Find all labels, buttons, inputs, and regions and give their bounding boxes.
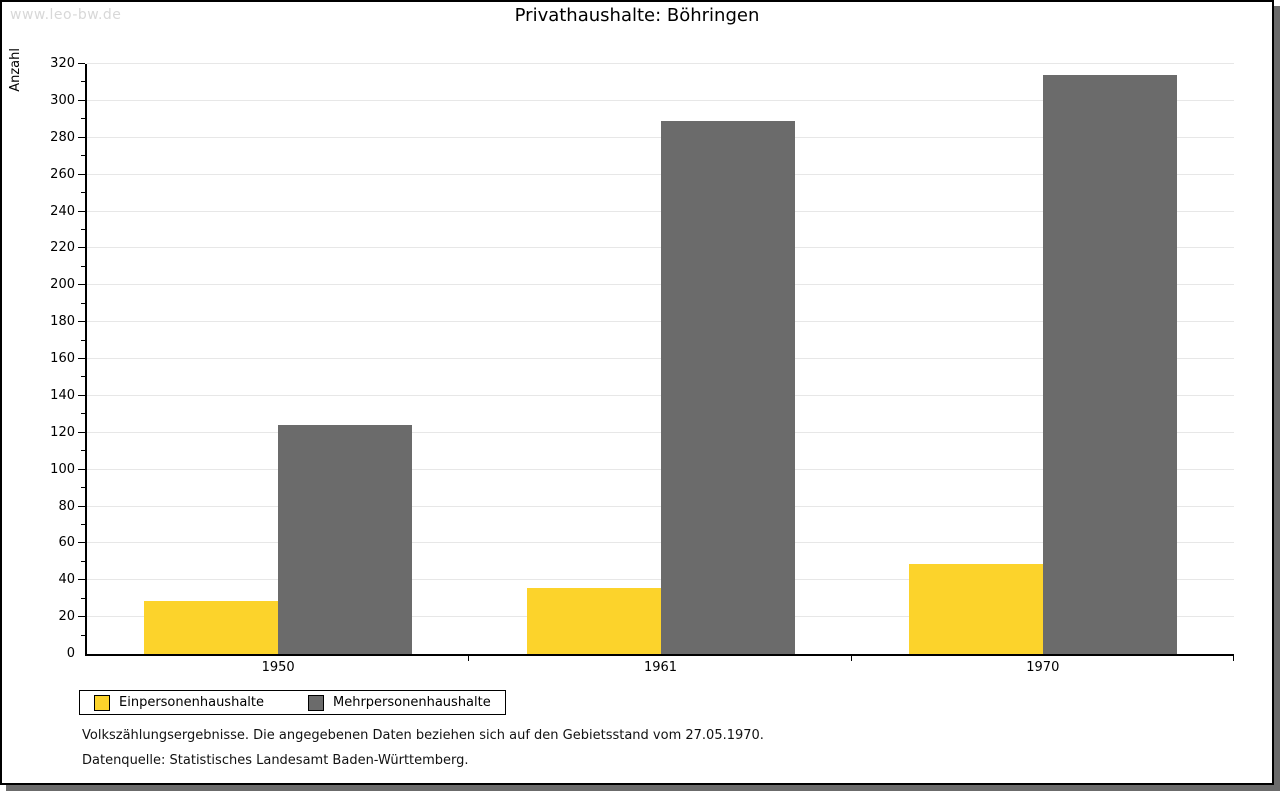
bar-einpersonenhaushalte-1950	[144, 600, 279, 654]
y-tick-140	[78, 394, 85, 396]
y-minor-tick-70	[81, 523, 85, 525]
y-tick-160	[78, 358, 85, 359]
y-tick-120	[78, 431, 85, 433]
y-tick-label-240: 240	[50, 203, 75, 219]
y-tick-label-200: 200	[50, 277, 75, 293]
legend-item-mehrpersonenhaushalte: Mehrpersonenhaushalte	[308, 694, 491, 711]
y-minor-tick-130	[81, 413, 85, 415]
x-axis-line	[85, 654, 1234, 656]
y-minor-tick-290	[81, 118, 85, 120]
gridline-320	[87, 63, 1234, 64]
y-tick-300	[78, 99, 85, 101]
y-tick-label-140: 140	[50, 387, 75, 403]
x-boundary-tick-1	[468, 656, 470, 661]
y-tick-label-320: 320	[50, 56, 75, 71]
y-minor-tick-250	[81, 192, 85, 194]
legend-item-einpersonenhaushalte: Einpersonenhaushalte	[94, 694, 264, 711]
y-tick-80	[78, 505, 85, 507]
y-tick-label-100: 100	[50, 461, 75, 477]
y-minor-tick-10	[81, 634, 85, 636]
footnote-census-note: Volkszählungsergebnisse. Die angegebenen…	[82, 728, 764, 743]
x-category-label-1970: 1970	[1026, 660, 1060, 675]
y-minor-tick-110	[81, 450, 85, 452]
legend-swatch-mehrpersonenhaushalte	[308, 694, 324, 711]
y-tick-220	[78, 247, 85, 249]
bar-einpersonenhaushalte-1961	[526, 587, 661, 654]
y-minor-tick-90	[81, 487, 85, 489]
y-minor-tick-30	[81, 597, 85, 599]
y-tick-label-80: 80	[58, 498, 75, 514]
legend-swatch-einpersonenhaushalte	[94, 694, 110, 711]
y-tick-180	[78, 321, 85, 323]
y-tick-label-0: 0	[66, 646, 75, 661]
y-tick-200	[78, 284, 85, 286]
y-tick-label-40: 40	[58, 572, 75, 588]
y-tick-20	[78, 616, 85, 618]
y-minor-tick-270	[81, 155, 85, 157]
y-tick-label-160: 160	[50, 351, 75, 366]
y-tick-label-280: 280	[50, 129, 75, 145]
y-minor-tick-230	[81, 228, 85, 230]
y-tick-40	[78, 579, 85, 581]
y-tick-100	[78, 468, 85, 470]
bar-mehrpersonenhaushalte-1961	[660, 121, 795, 654]
legend: Einpersonenhaushalte Mehrpersonenhaushal…	[79, 690, 506, 715]
bar-mehrpersonenhaushalte-1970	[1042, 75, 1177, 654]
x-boundary-tick-3	[1233, 656, 1234, 661]
x-category-label-1961: 1961	[643, 660, 678, 675]
y-tick-240	[78, 210, 85, 212]
y-tick-label-120: 120	[50, 424, 75, 440]
y-minor-tick-190	[81, 302, 85, 304]
footnote-data-source: Datenquelle: Statistisches Landesamt Bad…	[82, 753, 469, 768]
plot-area: 0 20 40 60 80 100 120 140 160 180 200 220 240 260 280 3…	[50, 56, 1234, 675]
y-minor-tick-310	[81, 81, 85, 83]
legend-label-einpersonenhaushalte: Einpersonenhaushalte	[119, 695, 264, 710]
y-tick-label-60: 60	[58, 535, 75, 551]
y-tick-label-260: 260	[50, 166, 75, 182]
gridline-300	[87, 99, 1234, 101]
chart-title: Privathaushalte: Böhringen	[514, 5, 760, 26]
y-tick-260	[78, 173, 85, 175]
y-minor-tick-210	[81, 265, 85, 267]
y-minor-tick-150	[81, 376, 85, 378]
y-tick-label-300: 300	[50, 92, 75, 108]
y-tick-label-180: 180	[50, 314, 75, 330]
y-tick-label-20: 20	[58, 609, 75, 625]
y-tick-320	[78, 63, 85, 64]
y-tick-60	[78, 542, 85, 544]
y-minor-tick-170	[81, 339, 85, 341]
legend-label-mehrpersonenhaushalte: Mehrpersonenhaushalte	[333, 695, 491, 710]
y-tick-label-220: 220	[50, 240, 75, 256]
y-axis-line	[85, 64, 87, 656]
x-category-label-1950: 1950	[261, 660, 295, 675]
bar-einpersonenhaushalte-1970	[908, 563, 1043, 654]
watermark-text: www.leo-bw.de	[10, 7, 122, 23]
x-boundary-tick-2	[850, 656, 852, 661]
y-tick-280	[78, 136, 85, 138]
y-axis-title: Anzahl	[8, 48, 23, 92]
y-minor-tick-50	[81, 560, 85, 562]
bar-mehrpersonenhaushalte-1950	[278, 425, 413, 654]
